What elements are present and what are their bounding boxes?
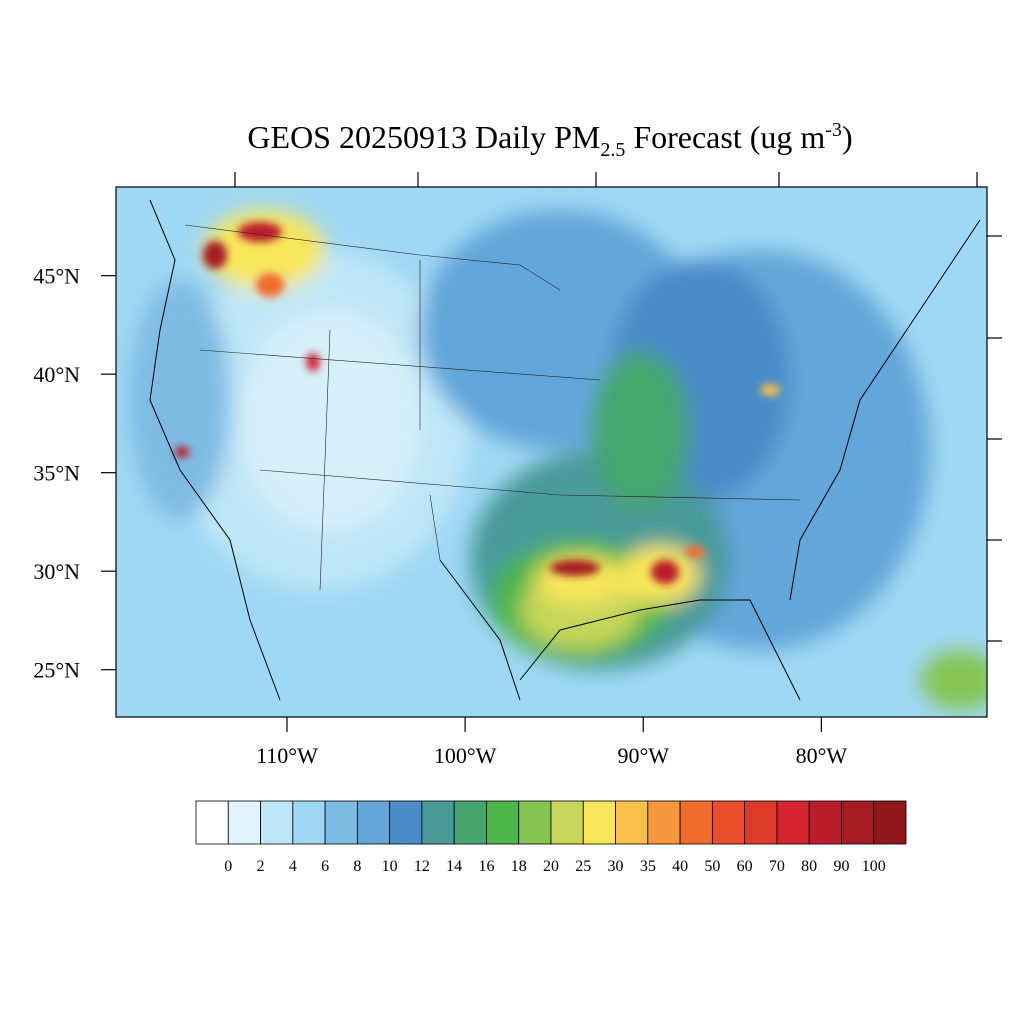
colorbar-label: 6 — [321, 858, 329, 875]
colorbar-label: 8 — [353, 858, 361, 875]
colorbar-label: 50 — [704, 858, 720, 875]
title-sub: 2.5 — [600, 139, 625, 161]
y-tick-label: 30°N — [33, 559, 80, 584]
colorbar-box — [550, 800, 584, 845]
colorbar-box — [356, 800, 391, 845]
title: GEOS 20250913 Daily PM2.5 Forecast (ug m… — [247, 119, 852, 161]
colorbar-box — [421, 800, 455, 845]
colorbar-box — [195, 800, 229, 845]
colorbar-label: 70 — [769, 858, 785, 875]
y-tick-label: 40°N — [33, 362, 80, 387]
colorbar-box — [615, 800, 649, 845]
colorbar-box — [679, 800, 713, 845]
graticule-ticks — [234, 172, 1002, 642]
colorbar-label: 2 — [257, 858, 265, 875]
colorbar-box — [453, 800, 487, 845]
colorbar-label: 20 — [543, 858, 559, 875]
colorbar-box — [292, 800, 326, 845]
colorbar-label: 90 — [833, 858, 849, 875]
colorbar-label: 25 — [575, 858, 591, 875]
colorbar-box — [227, 800, 261, 845]
colorbar-box — [744, 800, 778, 845]
colorbar-label: 12 — [414, 858, 430, 875]
x-tick-label: 100°W — [434, 743, 497, 768]
colorbar-box — [582, 800, 616, 845]
colorbar-label: 10 — [382, 858, 398, 875]
x-tick-label: 110°W — [256, 743, 318, 768]
colorbar-box — [647, 800, 681, 845]
colorbar-label: 80 — [801, 858, 817, 875]
x-tick-label: 80°W — [796, 743, 848, 768]
colorbar-label: 40 — [672, 858, 688, 875]
x-tick-label: 90°W — [617, 743, 669, 768]
colorbar-box — [324, 800, 358, 845]
colorbar-label: 0 — [224, 858, 232, 875]
title-sup: -3 — [825, 119, 842, 141]
colorbar-box — [711, 800, 746, 845]
colorbar-label: 14 — [446, 858, 462, 875]
colorbar-label: 100 — [862, 858, 886, 875]
y-tick-label: 35°N — [33, 461, 80, 486]
colorbar-box — [873, 800, 907, 845]
colorbar-label: 35 — [640, 858, 656, 875]
colorbar-label: 16 — [478, 858, 494, 875]
map-frame — [115, 186, 988, 718]
colorbar-box — [518, 800, 552, 845]
colorbar-label: 30 — [608, 858, 624, 875]
colorbar-box — [808, 800, 842, 845]
colorbar-box — [260, 800, 294, 845]
colorbar-label: 4 — [289, 858, 297, 875]
y-tick-label: 45°N — [33, 264, 80, 289]
title-rest: Forecast (ug m — [625, 119, 825, 155]
y-tick-label: 25°N — [33, 658, 80, 683]
title-main: GEOS 20250913 Daily PM — [247, 119, 600, 155]
colorbar-box — [389, 800, 423, 845]
map-field — [116, 187, 987, 717]
colorbar-label: 60 — [737, 858, 753, 875]
colorbar-box — [776, 800, 810, 845]
colorbar-box — [486, 800, 520, 845]
colorbar-label: 18 — [511, 858, 527, 875]
title-end: ) — [842, 119, 853, 155]
colorbar-box — [841, 800, 875, 845]
